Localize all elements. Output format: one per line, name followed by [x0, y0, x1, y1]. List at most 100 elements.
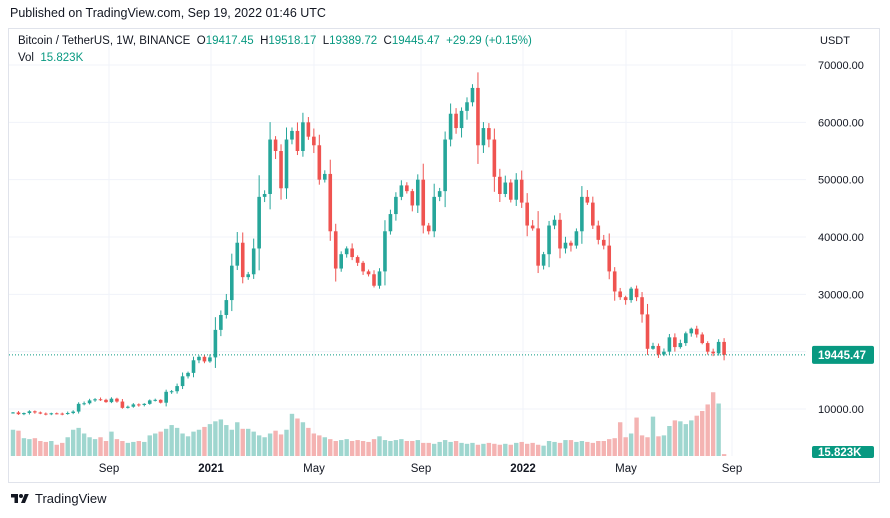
candle-body [273, 139, 278, 151]
candle [705, 341, 710, 355]
volume-bar [262, 437, 267, 456]
candle-body [82, 403, 86, 405]
candle [645, 303, 650, 355]
volume-bar [273, 430, 278, 456]
volume-bar [377, 436, 382, 456]
volume-bar [530, 442, 535, 456]
volume-bar [442, 440, 448, 456]
volume-bar [224, 425, 229, 456]
candle [514, 173, 519, 206]
volume-bar [612, 438, 617, 456]
candle-body [541, 254, 546, 266]
candle-body [569, 242, 573, 246]
volume-bar [431, 443, 437, 456]
candle-body [355, 257, 360, 263]
volume-bar [700, 411, 705, 456]
candle [634, 285, 639, 302]
volume-bar [136, 441, 142, 456]
candle [541, 251, 546, 270]
candle-body [333, 231, 338, 269]
symbol-name[interactable]: Bitcoin / TetherUS, 1W, BINANCE [18, 35, 191, 47]
candle [694, 325, 699, 338]
candle-body [175, 386, 179, 392]
candle [131, 403, 136, 408]
volume-bar [661, 435, 667, 456]
volume-bar [311, 433, 317, 456]
candle-body [662, 351, 666, 355]
candle-body [519, 179, 524, 203]
candle-body [508, 182, 513, 200]
candle [399, 180, 404, 201]
last-price-label: 19445.47 [818, 350, 866, 362]
candle [93, 398, 97, 402]
volume-bar [21, 438, 27, 456]
candle [333, 223, 338, 282]
candle [498, 168, 502, 202]
candle [202, 354, 207, 364]
candle-body [115, 398, 119, 402]
volume-bar [486, 442, 492, 456]
candle [432, 183, 436, 238]
volume-bar [98, 437, 103, 456]
volume-bar [10, 429, 16, 456]
volume-bar [251, 431, 256, 456]
candle-body [684, 333, 688, 344]
candle-body [191, 360, 196, 373]
candle-body [705, 343, 710, 352]
candle-body [388, 214, 393, 232]
candle-body [432, 196, 436, 232]
candle-body [722, 341, 726, 355]
candle-body [344, 248, 349, 255]
candle [601, 234, 606, 250]
volume-bar [475, 444, 481, 456]
volume-bar [278, 434, 284, 456]
candle-body [328, 173, 333, 232]
volume-bar [81, 433, 87, 456]
candle [153, 398, 158, 402]
y-tick-label: 60000.00 [818, 117, 864, 129]
candle-body [350, 248, 354, 258]
volume-bar [721, 454, 727, 456]
candle-body [16, 412, 21, 415]
x-tick-label: May [615, 463, 637, 475]
candle [197, 355, 201, 364]
candle [377, 268, 382, 289]
chart-frame[interactable] [8, 28, 880, 483]
candle-body [169, 391, 174, 393]
volume-bar [689, 420, 694, 456]
volume-bar [185, 436, 191, 456]
candle-body [142, 403, 147, 405]
candle-body [448, 113, 453, 140]
brand-name: TradingView [35, 491, 107, 506]
candle-body [230, 265, 234, 301]
candle-body [366, 271, 371, 275]
candle-body [667, 337, 672, 352]
currency-label[interactable]: USDT [820, 35, 850, 47]
candle [596, 220, 601, 245]
volume-bar [65, 437, 70, 456]
candle-body [454, 113, 458, 129]
candle [27, 410, 32, 415]
candle-body [678, 343, 683, 348]
candle [142, 403, 147, 407]
candle-body [437, 191, 442, 197]
close-value: 19445.47 [391, 35, 440, 47]
candle [322, 170, 327, 183]
brand-footer[interactable]: TradingView [10, 491, 107, 506]
candle [49, 412, 54, 416]
candle [355, 255, 360, 266]
volume-bar [683, 424, 689, 456]
volume-bar [87, 437, 92, 456]
price-candles [11, 72, 726, 416]
volume-bar [453, 441, 459, 456]
candle-body [224, 300, 229, 315]
x-tick-label: May [303, 463, 325, 475]
candle [76, 402, 81, 414]
volume-bar [202, 426, 207, 456]
candle [361, 260, 365, 275]
candle [492, 128, 497, 192]
x-tick-label: Sep [411, 463, 431, 475]
candle-body [131, 404, 136, 407]
candle-body [673, 337, 677, 348]
